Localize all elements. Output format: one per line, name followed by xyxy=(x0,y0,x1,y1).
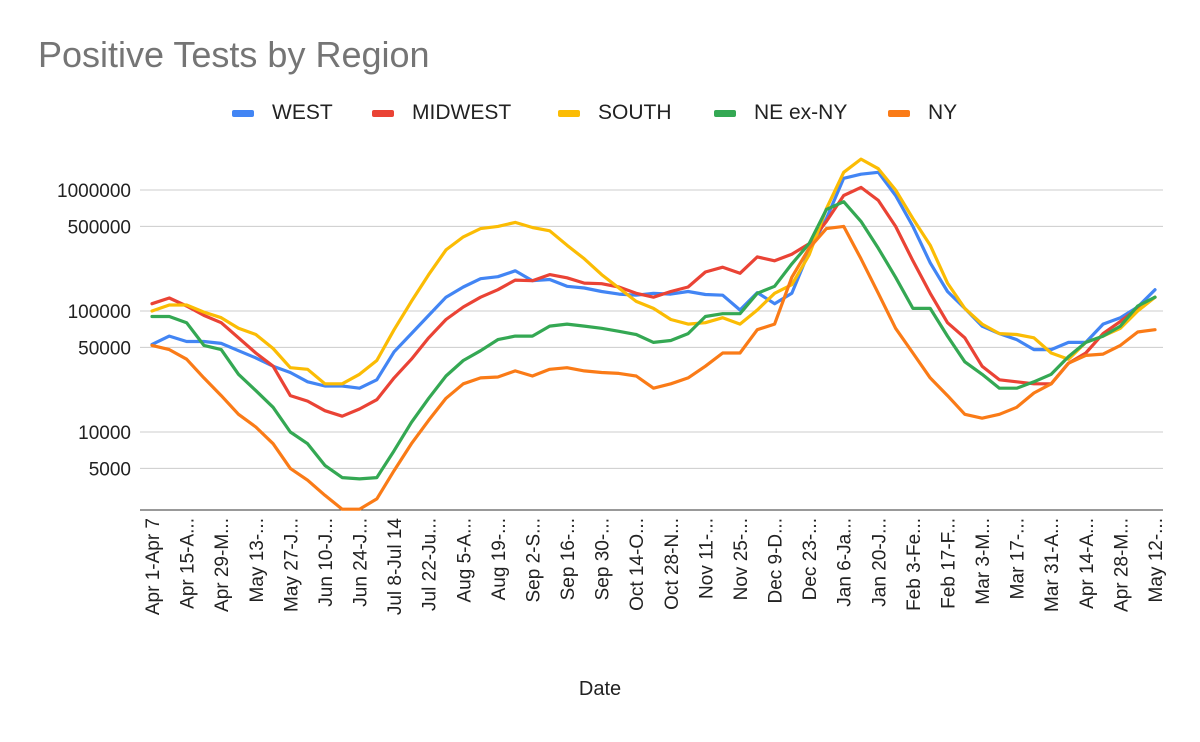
legend-label: WEST xyxy=(272,101,333,124)
legend-item: MIDWEST xyxy=(372,98,511,128)
x-tick-label: Jul 22-Ju... xyxy=(420,518,441,611)
legend-label: SOUTH xyxy=(598,101,672,124)
x-tick-label: Apr 15-A... xyxy=(178,518,199,609)
series-line-west xyxy=(150,170,1157,390)
x-tick-label: May 27-J... xyxy=(281,518,302,612)
x-tick-label: Feb 3-Fe... xyxy=(904,518,925,611)
x-tick-label: Jul 8-Jul 14 xyxy=(385,518,406,616)
legend-swatch xyxy=(888,109,910,117)
series-line-ne-ex-ny xyxy=(150,200,1157,481)
y-tick-label: 500000 xyxy=(68,217,131,238)
x-tick-label: Oct 28-N... xyxy=(662,518,683,610)
gridlines xyxy=(140,189,1163,469)
x-tick-label: Mar 3-M... xyxy=(973,518,994,605)
x-tick-label: Mar 17-... xyxy=(1008,518,1029,599)
y-tick-label: 50000 xyxy=(78,338,131,359)
y-tick-label: 1000000 xyxy=(57,181,131,202)
legend-label: MIDWEST xyxy=(412,101,512,124)
x-tick-label: Dec 9-D... xyxy=(766,518,787,604)
legend-swatch xyxy=(558,109,580,117)
x-tick-label: Nov 11-... xyxy=(696,518,717,599)
legend-label: NE ex-NY xyxy=(754,101,848,124)
y-tick-label: 5000 xyxy=(89,459,131,480)
legend-swatch xyxy=(714,109,736,117)
x-tick-label: Jan 20-J... xyxy=(869,518,890,607)
legend-item: WEST xyxy=(232,98,333,128)
y-tick-label: 100000 xyxy=(68,302,131,323)
x-tick-label: May 13-... xyxy=(247,518,268,602)
legend-swatch xyxy=(372,109,394,117)
chart-title: Positive Tests by Region xyxy=(38,34,430,75)
x-tick-label: Jun 24-J... xyxy=(351,518,372,607)
x-tick-label: Apr 29-M... xyxy=(212,518,233,612)
x-tick-label: Oct 14-O... xyxy=(627,518,648,611)
legend: WEST MIDWEST SOUTH NE ex-NY NY xyxy=(0,98,1200,128)
x-tick-label: Jan 6-Ja... xyxy=(835,518,856,607)
x-tick-label: Apr 14-A... xyxy=(1077,518,1098,609)
x-tick-label: Sep 2-S... xyxy=(523,518,544,603)
y-tick-label: 10000 xyxy=(78,423,131,444)
y-axis: 5000 10000 50000 100000 500000 1000000 xyxy=(57,181,131,480)
x-tick-label: Nov 25-... xyxy=(731,518,752,600)
x-tick-label: Aug 5-A... xyxy=(454,518,475,603)
x-axis: Apr 1-Apr 7 Apr 15-A... Apr 29-M... May 13-… xyxy=(143,518,1167,616)
x-tick-label: Sep 30-... xyxy=(593,518,614,600)
x-tick-label: Apr 28-M... xyxy=(1111,518,1132,612)
legend-swatch xyxy=(232,109,254,117)
series-line-south xyxy=(150,157,1157,386)
legend-item: SOUTH xyxy=(558,98,672,128)
series-group xyxy=(150,157,1157,511)
legend-item: NE ex-NY xyxy=(714,98,847,128)
x-tick-label: Apr 1-Apr 7 xyxy=(143,518,164,615)
x-tick-label: Dec 23-... xyxy=(800,518,821,600)
x-tick-label: Aug 19-... xyxy=(489,518,510,600)
legend-item: NY xyxy=(888,98,957,128)
x-tick-label: Feb 17-F... xyxy=(939,518,960,609)
x-tick-label: Sep 16-... xyxy=(558,518,579,600)
series-line-ny xyxy=(150,224,1157,511)
legend-label: NY xyxy=(928,101,958,124)
x-tick-label: Mar 31-A... xyxy=(1042,518,1063,612)
x-axis-title: Date xyxy=(578,678,622,700)
x-tick-label: Jun 10-J... xyxy=(316,518,337,607)
series-line-midwest xyxy=(150,185,1157,418)
x-tick-label: May 12-... xyxy=(1146,518,1167,602)
